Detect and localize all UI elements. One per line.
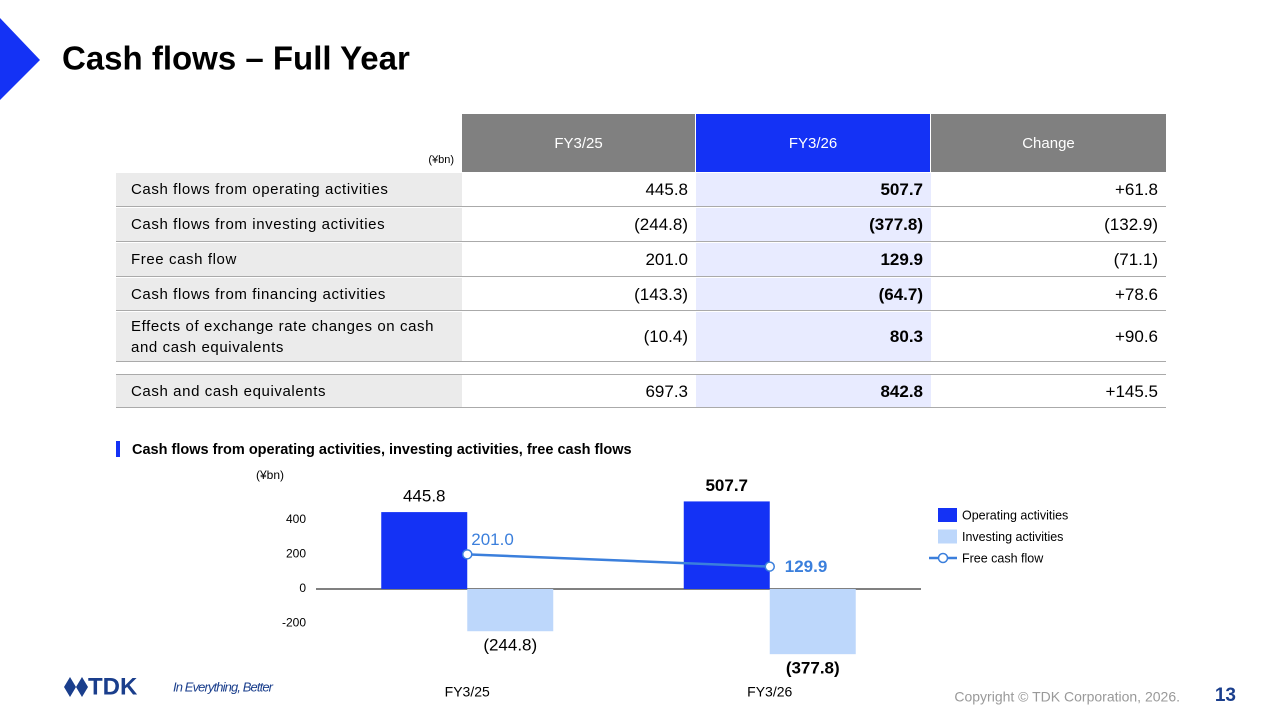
x-tick-label: FY3/25 [445, 684, 490, 700]
cell-value: 445.8 [462, 173, 696, 206]
cell-value: 842.8 [696, 375, 931, 407]
logo-tagline: In Everything, Better [173, 679, 274, 694]
bar-value-label: (377.8) [786, 659, 840, 678]
cell-value: 129.9 [696, 243, 931, 276]
cell-value: (143.3) [462, 278, 696, 310]
cell-value: +145.5 [931, 375, 1166, 407]
copyright: Copyright © TDK Corporation, 2026. [954, 689, 1180, 705]
section-marker [116, 441, 120, 457]
row-divider [116, 374, 1166, 375]
table-unit: (¥bn) [428, 154, 454, 166]
line-point [764, 561, 775, 572]
bar [683, 501, 770, 589]
column-header: Change [931, 114, 1166, 172]
cell-value: +61.8 [931, 173, 1166, 206]
chart-title: Cash flows from operating activities, in… [132, 442, 632, 458]
row-label: Free cash flow [116, 243, 462, 276]
y-axis-unit: (¥bn) [256, 468, 284, 482]
cell-value: +90.6 [931, 312, 1166, 361]
row-divider [116, 407, 1166, 408]
row-divider [116, 361, 1166, 362]
row-label: Cash and cash equivalents [116, 375, 462, 407]
legend-marker [937, 552, 949, 564]
cell-value: 80.3 [696, 312, 931, 361]
row-label: Cash flows from operating activities [116, 173, 462, 206]
bar [467, 589, 554, 632]
legend-swatch [938, 508, 957, 522]
legend-label: Free cash flow [962, 551, 1044, 565]
logo-mark [64, 677, 88, 697]
y-tick-label: -200 [282, 616, 306, 630]
column-header: FY3/26 [696, 114, 930, 172]
y-tick-label: 0 [299, 581, 306, 595]
legend-swatch [938, 529, 957, 544]
cell-value: 697.3 [462, 375, 696, 407]
cell-value: +78.6 [931, 278, 1166, 310]
line-value-label: 201.0 [471, 530, 514, 549]
logo-text: TDK [88, 673, 138, 700]
line-point [462, 549, 473, 560]
bar-value-label: (244.8) [483, 636, 537, 655]
legend-label: Investing activities [962, 530, 1063, 544]
accent-triangle [0, 18, 40, 100]
page-number: 13 [1215, 685, 1236, 706]
bar [769, 589, 856, 655]
row-divider [116, 241, 1166, 242]
cell-value: (64.7) [696, 278, 931, 310]
bar-value-label: 445.8 [403, 487, 446, 506]
cell-value: (71.1) [931, 243, 1166, 276]
row-divider [116, 310, 1166, 311]
bar-value-label: 507.7 [705, 476, 748, 495]
row-label: Effects of exchange rate changes on cash… [116, 312, 462, 361]
bar [381, 512, 468, 589]
row-label: Cash flows from investing activities [116, 208, 462, 241]
cell-value: (132.9) [931, 208, 1166, 241]
cell-value: 507.7 [696, 173, 931, 206]
row-label: Cash flows from financing activities [116, 278, 462, 310]
cell-value: (377.8) [696, 208, 931, 241]
line [467, 553, 770, 568]
cell-value: 201.0 [462, 243, 696, 276]
row-divider [116, 276, 1166, 277]
cell-value: (10.4) [462, 312, 696, 361]
y-tick-label: 400 [286, 512, 306, 526]
x-tick-label: FY3/26 [747, 684, 792, 700]
line-value-label: 129.9 [785, 557, 828, 576]
legend-label: Operating activities [962, 508, 1068, 522]
cell-value: (244.8) [462, 208, 696, 241]
logo: TDK In Everything, Better [64, 673, 274, 700]
column-header: FY3/25 [462, 114, 695, 172]
slide-title: Cash flows – Full Year [62, 40, 410, 77]
row-divider [116, 206, 1166, 207]
y-tick-label: 200 [286, 547, 306, 561]
